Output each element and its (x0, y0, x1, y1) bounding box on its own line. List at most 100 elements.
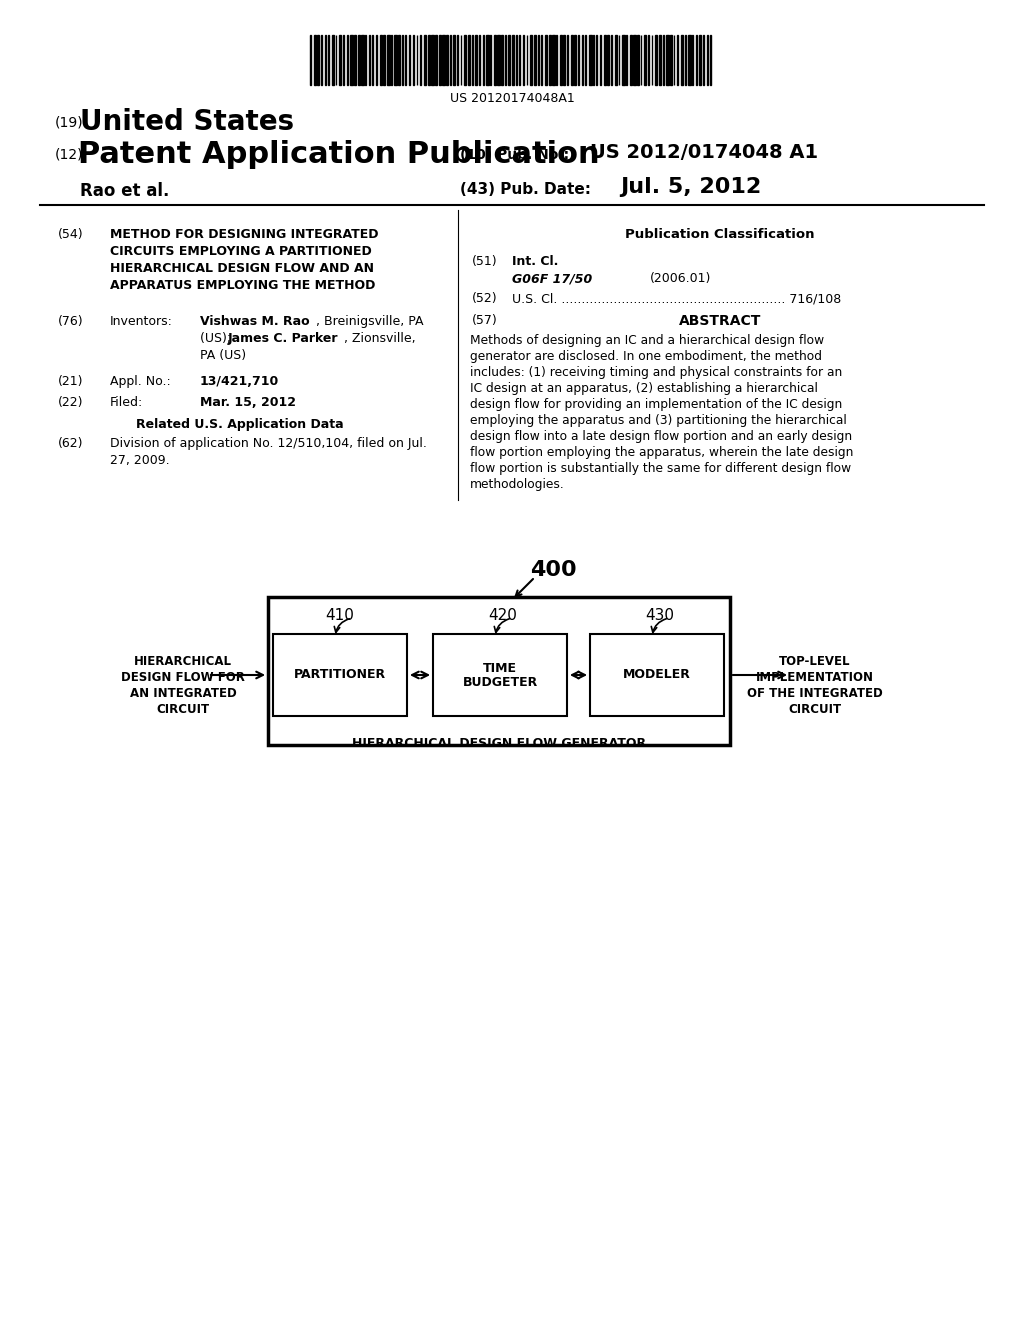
Text: TOP-LEVEL: TOP-LEVEL (779, 655, 851, 668)
Text: United States: United States (80, 108, 294, 136)
Bar (486, 36, 488, 84)
Bar (394, 36, 397, 84)
Bar (630, 36, 632, 84)
Text: Vishwas M. Rao: Vishwas M. Rao (200, 315, 309, 327)
Bar (538, 36, 539, 84)
Text: (12): (12) (55, 148, 84, 162)
Text: ABSTRACT: ABSTRACT (679, 314, 761, 327)
Bar (268, 597, 730, 744)
Bar (366, 36, 367, 84)
Bar (380, 36, 382, 84)
Bar (637, 36, 639, 84)
Bar (332, 36, 334, 84)
Bar (626, 36, 627, 84)
Bar (339, 36, 341, 84)
Bar (512, 36, 514, 84)
Bar (310, 36, 311, 84)
Bar (450, 36, 451, 84)
Bar (438, 36, 441, 84)
Bar (670, 36, 672, 84)
Text: Methods of designing an IC and a hierarchical design flow: Methods of designing an IC and a hierarc… (470, 334, 824, 347)
Bar (607, 36, 609, 84)
Bar (688, 36, 690, 84)
Bar (644, 36, 646, 84)
Bar (545, 36, 548, 84)
Text: design flow into a late design flow portion and an early design: design flow into a late design flow port… (470, 430, 852, 444)
Text: (19): (19) (55, 115, 84, 129)
Bar (445, 36, 447, 84)
Bar (325, 36, 326, 84)
Text: (21): (21) (58, 375, 84, 388)
Bar (472, 36, 473, 84)
Text: G06F 17/50: G06F 17/50 (512, 272, 592, 285)
Bar (433, 634, 567, 715)
Text: Related U.S. Application Data: Related U.S. Application Data (136, 418, 344, 432)
Bar (703, 36, 705, 84)
Bar (468, 36, 470, 84)
Bar (707, 36, 708, 84)
Text: OF THE INTEGRATED: OF THE INTEGRATED (748, 686, 883, 700)
Text: includes: (1) receiving timing and physical constraints for an: includes: (1) receiving timing and physi… (470, 366, 843, 379)
Bar (350, 36, 353, 84)
Text: (2006.01): (2006.01) (650, 272, 712, 285)
Bar (347, 36, 348, 84)
Text: (10) Pub. No.:: (10) Pub. No.: (460, 148, 569, 162)
Bar (361, 36, 364, 84)
Bar (590, 634, 724, 715)
Text: APPARATUS EMPLOYING THE METHOD: APPARATUS EMPLOYING THE METHOD (110, 279, 376, 292)
Text: METHOD FOR DESIGNING INTEGRATED: METHOD FOR DESIGNING INTEGRATED (110, 228, 379, 242)
Text: flow portion employing the apparatus, wherein the late design: flow portion employing the apparatus, wh… (470, 446, 853, 459)
Text: US 2012/0174048 A1: US 2012/0174048 A1 (590, 143, 818, 162)
Bar (464, 36, 466, 84)
Bar (431, 36, 433, 84)
Bar (695, 36, 697, 84)
Bar (623, 36, 625, 84)
Bar (435, 36, 436, 84)
Bar (454, 36, 455, 84)
Text: , Zionsville,: , Zionsville, (344, 333, 416, 345)
Bar (516, 36, 517, 84)
Bar (530, 36, 531, 84)
Text: HIERARCHICAL DESIGN FLOW GENERATOR: HIERARCHICAL DESIGN FLOW GENERATOR (352, 737, 646, 750)
Bar (658, 36, 662, 84)
Text: CIRCUITS EMPLOYING A PARTITIONED: CIRCUITS EMPLOYING A PARTITIONED (110, 246, 372, 257)
Text: (62): (62) (58, 437, 84, 450)
Text: Patent Application Publication: Patent Application Publication (78, 140, 600, 169)
Bar (589, 36, 592, 84)
Bar (387, 36, 389, 84)
Bar (424, 36, 426, 84)
Bar (582, 36, 583, 84)
Text: design flow for providing an implementation of the IC design: design flow for providing an implementat… (470, 399, 843, 411)
Text: 400: 400 (530, 560, 577, 579)
Text: (52): (52) (472, 292, 498, 305)
Bar (567, 36, 568, 84)
Text: US 20120174048A1: US 20120174048A1 (450, 92, 574, 106)
Text: Filed:: Filed: (110, 396, 143, 409)
Bar (692, 36, 693, 84)
Text: U.S. Cl. ........................................................ 716/108: U.S. Cl. ...............................… (512, 292, 842, 305)
Text: (76): (76) (58, 315, 84, 327)
Bar (475, 36, 476, 84)
Text: Appl. No.:: Appl. No.: (110, 375, 171, 388)
Bar (494, 36, 496, 84)
Text: Publication Classification: Publication Classification (626, 228, 815, 242)
Text: 27, 2009.: 27, 2009. (110, 454, 170, 467)
Text: DESIGN FLOW FOR: DESIGN FLOW FOR (121, 671, 245, 684)
Bar (560, 36, 562, 84)
Bar (428, 36, 430, 84)
Text: MODELER: MODELER (623, 668, 691, 681)
Text: (57): (57) (472, 314, 498, 327)
Text: CIRCUIT: CIRCUIT (788, 704, 842, 715)
Text: HIERARCHICAL: HIERARCHICAL (134, 655, 232, 668)
Bar (369, 36, 370, 84)
Text: generator are disclosed. In one embodiment, the method: generator are disclosed. In one embodime… (470, 350, 822, 363)
Text: 410: 410 (325, 609, 354, 623)
Text: flow portion is substantially the same for different design flow: flow portion is substantially the same f… (470, 462, 851, 475)
Text: Mar. 15, 2012: Mar. 15, 2012 (200, 396, 296, 409)
Bar (570, 36, 573, 84)
Bar (383, 36, 385, 84)
Text: (US);: (US); (200, 333, 236, 345)
Text: Jul. 5, 2012: Jul. 5, 2012 (620, 177, 761, 197)
Text: Int. Cl.: Int. Cl. (512, 255, 558, 268)
Bar (317, 36, 318, 84)
